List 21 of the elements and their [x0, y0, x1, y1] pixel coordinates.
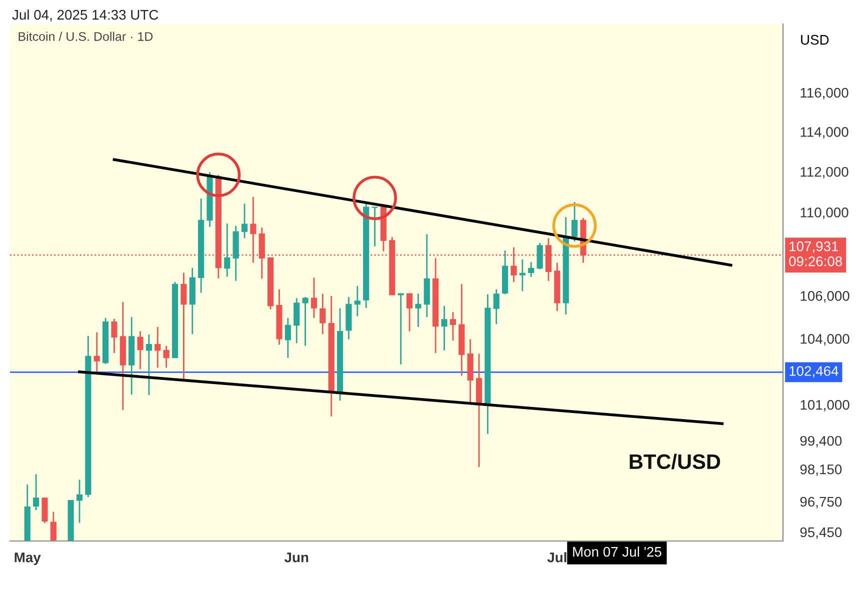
y-tick-label: 101,000 — [800, 400, 850, 412]
text: Jul 04, 2025 14:33 UTC — [12, 10, 158, 22]
y-tick-label: 98,150 — [800, 464, 842, 476]
annotation: BTC/USD — [630, 454, 720, 470]
x-tick-label: Jun — [284, 552, 308, 562]
y-tick-label: 116,000 — [800, 88, 848, 100]
y-tick-label: 106,000 — [800, 291, 850, 303]
y-tick-label: 104,000 — [800, 334, 850, 346]
text: Mon 07 Jul '25 — [573, 546, 662, 557]
chart-title: Bitcoin / U.S. Dollar · 1D — [18, 32, 153, 41]
y-tick-label: 110,000 — [800, 208, 848, 220]
x-tick-label: May — [14, 552, 41, 566]
y-tick-label: 95,450 — [800, 527, 842, 539]
y-axis-title: USD — [801, 34, 829, 45]
ref-line-label: 102,464 — [790, 366, 838, 378]
y-tick-label: 99,400 — [800, 436, 842, 448]
ref-line-label: 107,931 09:26:08 — [789, 241, 842, 266]
y-tick-label: 96,750 — [800, 496, 842, 508]
y-tick-label: 112,000 — [800, 166, 848, 178]
x-tick-label: Jul — [547, 552, 566, 562]
y-tick-label: 114,000 — [800, 127, 848, 139]
